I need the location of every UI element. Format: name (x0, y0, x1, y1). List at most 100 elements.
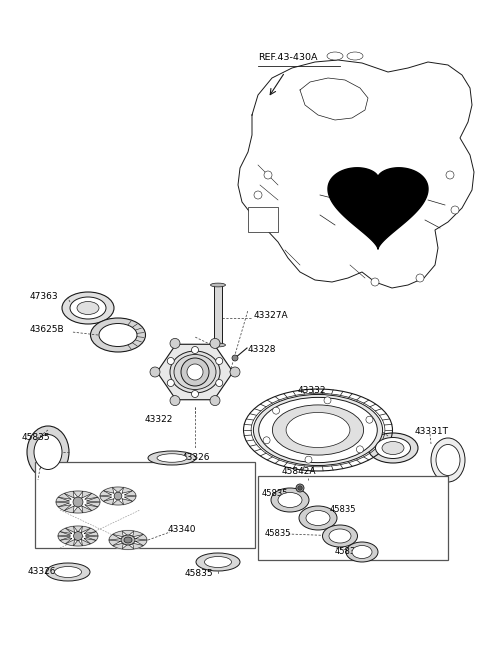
Circle shape (192, 390, 199, 398)
Text: 45842A: 45842A (282, 468, 316, 476)
Polygon shape (112, 499, 123, 505)
Ellipse shape (170, 351, 220, 393)
Ellipse shape (55, 567, 82, 577)
Polygon shape (100, 496, 111, 501)
Polygon shape (122, 531, 134, 536)
Polygon shape (60, 528, 72, 533)
Ellipse shape (34, 434, 62, 470)
Circle shape (298, 486, 302, 490)
Text: 45835: 45835 (262, 489, 288, 497)
Text: 43332: 43332 (298, 386, 326, 394)
Ellipse shape (174, 354, 216, 390)
Polygon shape (112, 487, 123, 493)
Circle shape (187, 364, 203, 380)
Text: 43322: 43322 (145, 415, 173, 424)
Text: 47363: 47363 (30, 291, 59, 300)
Polygon shape (66, 526, 74, 533)
Polygon shape (58, 505, 71, 510)
Ellipse shape (271, 488, 309, 512)
Polygon shape (122, 499, 132, 504)
Circle shape (232, 355, 238, 361)
Ellipse shape (278, 493, 302, 508)
Polygon shape (103, 499, 114, 504)
Circle shape (167, 358, 174, 365)
Polygon shape (82, 491, 92, 498)
Polygon shape (73, 526, 83, 532)
Circle shape (416, 274, 424, 282)
Circle shape (124, 535, 132, 544)
Ellipse shape (382, 441, 404, 455)
Text: 43213: 43213 (278, 495, 307, 504)
Polygon shape (157, 344, 233, 400)
Circle shape (263, 437, 270, 444)
Ellipse shape (329, 529, 351, 543)
Text: 45835: 45835 (330, 506, 357, 514)
Bar (35, 462, 255, 548)
Polygon shape (100, 491, 111, 496)
Polygon shape (58, 493, 71, 499)
Polygon shape (85, 505, 98, 510)
Ellipse shape (121, 535, 135, 545)
Polygon shape (73, 540, 83, 546)
Text: 45835: 45835 (265, 529, 291, 539)
Polygon shape (132, 531, 144, 537)
Ellipse shape (211, 283, 226, 287)
Text: 45835: 45835 (185, 569, 214, 577)
Ellipse shape (157, 454, 187, 462)
Polygon shape (113, 531, 123, 537)
Ellipse shape (286, 413, 350, 447)
Ellipse shape (27, 426, 69, 478)
Circle shape (73, 497, 83, 507)
Polygon shape (56, 502, 69, 507)
Ellipse shape (299, 506, 337, 530)
Text: 45835: 45835 (22, 434, 50, 443)
Polygon shape (109, 535, 120, 540)
Circle shape (451, 206, 459, 214)
Polygon shape (86, 536, 98, 541)
Ellipse shape (124, 537, 132, 543)
Circle shape (73, 531, 83, 541)
Polygon shape (73, 491, 83, 497)
Circle shape (357, 446, 363, 453)
Polygon shape (82, 526, 90, 533)
Ellipse shape (347, 52, 363, 60)
Circle shape (181, 358, 209, 386)
Polygon shape (82, 506, 92, 513)
Bar (258, 476, 448, 560)
Ellipse shape (91, 318, 145, 352)
Ellipse shape (352, 546, 372, 558)
Ellipse shape (375, 438, 410, 459)
Text: 45835: 45835 (335, 548, 361, 556)
Text: 43340: 43340 (168, 525, 196, 535)
Polygon shape (60, 539, 72, 544)
Circle shape (254, 191, 262, 199)
Circle shape (114, 492, 122, 500)
Circle shape (324, 397, 331, 404)
Polygon shape (82, 540, 90, 546)
Ellipse shape (323, 525, 358, 547)
Circle shape (366, 416, 373, 423)
Circle shape (230, 367, 240, 377)
Polygon shape (66, 540, 74, 546)
Ellipse shape (46, 563, 90, 581)
Bar (214, 285, 222, 345)
Circle shape (216, 380, 223, 386)
Polygon shape (125, 496, 136, 501)
Polygon shape (64, 491, 74, 498)
Ellipse shape (148, 451, 196, 465)
Ellipse shape (62, 292, 114, 324)
Text: REF.43-430A: REF.43-430A (258, 54, 317, 62)
Circle shape (210, 338, 220, 348)
Polygon shape (136, 535, 147, 540)
Bar (248, 207, 278, 232)
Polygon shape (122, 487, 132, 493)
Polygon shape (58, 531, 70, 536)
Circle shape (210, 396, 220, 405)
Ellipse shape (306, 510, 330, 525)
Ellipse shape (204, 556, 231, 567)
Polygon shape (103, 487, 114, 493)
Text: 47363: 47363 (348, 424, 377, 432)
Ellipse shape (259, 398, 377, 462)
Polygon shape (86, 531, 98, 536)
Circle shape (296, 484, 304, 492)
